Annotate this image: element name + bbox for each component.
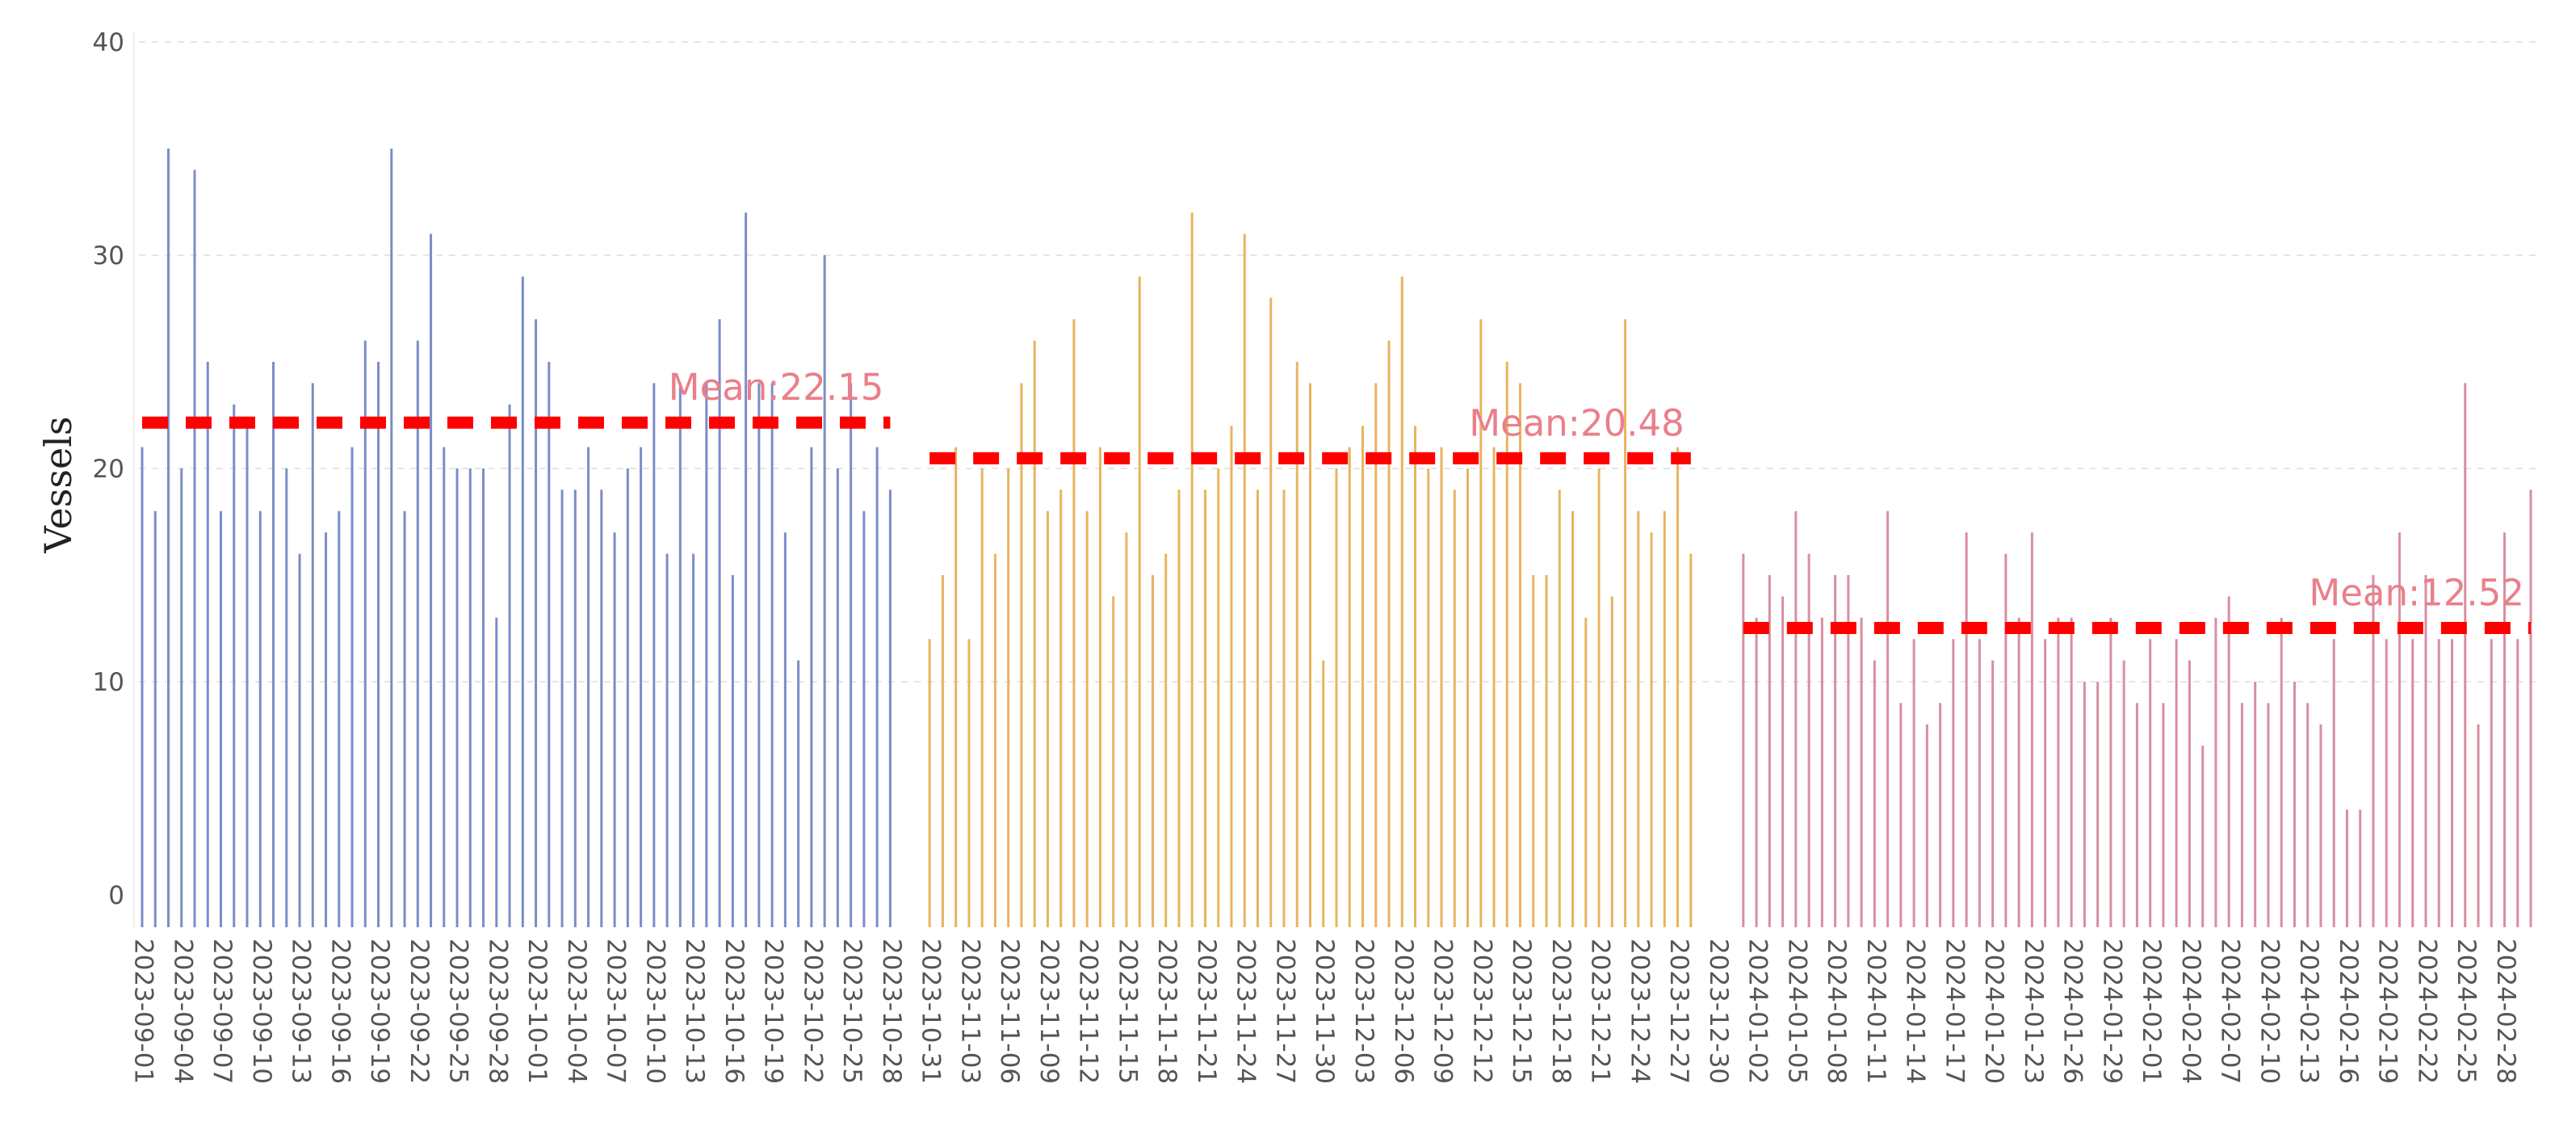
x-tick-label: 2024-02-07	[2216, 939, 2245, 1084]
x-tick-label: 2023-10-10	[640, 939, 669, 1084]
x-tick-label: 2023-09-04	[168, 939, 197, 1084]
x-tick-label: 2024-02-25	[2452, 939, 2481, 1084]
mean-lines: Mean:22.15 Mean:20.48 Mean:12.52	[142, 366, 2531, 634]
x-axis-ticks: 2023-09-01 2023-09-04 2023-09-07 2023-09-10…	[129, 939, 2520, 1084]
x-tick-label: 2023-09-10	[247, 939, 276, 1084]
x-tick-label: 2023-10-04	[562, 939, 591, 1084]
x-tick-label: 2024-01-23	[2019, 939, 2048, 1084]
x-tick-label: 2024-02-01	[2137, 939, 2166, 1084]
x-tick-label: 2023-12-06	[1389, 939, 1418, 1084]
x-tick-label: 2024-01-08	[1822, 939, 1851, 1084]
x-tick-label: 2023-10-25	[837, 939, 866, 1084]
x-tick-label: 2024-02-28	[2491, 939, 2520, 1084]
x-tick-label: 2023-10-07	[602, 939, 631, 1084]
x-tick-label: 2023-12-30	[1704, 939, 1733, 1084]
x-tick-label: 2024-01-14	[1901, 939, 1930, 1084]
y-tick-label: 0	[108, 881, 124, 910]
x-tick-label: 2024-01-29	[2097, 939, 2126, 1084]
y-tick-label: 20	[93, 455, 124, 484]
x-tick-label: 2023-12-24	[1625, 939, 1654, 1084]
x-tick-label: 2023-09-19	[365, 939, 394, 1084]
x-tick-label: 2023-11-03	[955, 939, 984, 1084]
y-tick-label: 40	[93, 28, 124, 57]
x-tick-label: 2024-01-20	[1979, 939, 2008, 1084]
x-tick-label: 2024-02-10	[2255, 939, 2284, 1084]
x-tick-label: 2024-02-19	[2373, 939, 2402, 1084]
x-tick-label: 2023-10-01	[522, 939, 552, 1084]
mean-label: Mean:20.48	[1469, 401, 1684, 444]
x-tick-label: 2023-11-30	[1310, 939, 1339, 1084]
x-tick-label: 2024-01-02	[1743, 939, 1773, 1084]
x-tick-label: 2023-11-18	[1152, 939, 1181, 1084]
mean-label: Mean:22.15	[669, 366, 884, 409]
x-tick-label: 2023-12-15	[1507, 939, 1536, 1084]
x-tick-label: 2023-09-22	[405, 939, 434, 1084]
x-tick-label: 2024-02-16	[2334, 939, 2363, 1084]
x-tick-label: 2023-09-16	[325, 939, 355, 1084]
x-tick-label: 2023-09-07	[208, 939, 237, 1084]
x-tick-label: 2023-12-18	[1546, 939, 1575, 1084]
x-tick-label: 2023-12-03	[1349, 939, 1378, 1084]
y-axis-label: Vessels	[36, 417, 80, 554]
mean-label: Mean:12.52	[2309, 571, 2524, 614]
x-tick-label: 2023-10-13	[680, 939, 709, 1084]
x-tick-label: 2024-01-05	[1782, 939, 1811, 1084]
x-tick-label: 2023-12-21	[1586, 939, 1615, 1084]
x-tick-label: 2023-10-31	[917, 939, 946, 1084]
x-tick-label: 2023-11-21	[1192, 939, 1221, 1084]
x-tick-label: 2023-10-22	[798, 939, 827, 1084]
x-tick-label: 2023-09-01	[129, 939, 158, 1084]
x-tick-label: 2023-10-28	[877, 939, 906, 1084]
x-tick-label: 2023-11-09	[1034, 939, 1064, 1084]
x-tick-label: 2023-10-19	[759, 939, 788, 1084]
x-tick-label: 2023-09-28	[483, 939, 512, 1084]
x-tick-label: 2023-12-12	[1467, 939, 1496, 1084]
x-tick-label: 2023-09-13	[287, 939, 316, 1084]
y-axis-ticks: 0 10 20 30 40	[93, 28, 124, 910]
bars	[141, 149, 2532, 927]
x-tick-label: 2023-11-06	[995, 939, 1024, 1084]
x-tick-label: 2024-01-11	[1861, 939, 1890, 1084]
y-tick-label: 30	[93, 242, 124, 271]
x-tick-label: 2023-11-12	[1074, 939, 1103, 1084]
x-tick-label: 2023-11-27	[1270, 939, 1299, 1084]
x-tick-label: 2024-02-22	[2412, 939, 2441, 1084]
x-tick-label: 2024-02-13	[2294, 939, 2323, 1084]
x-tick-label: 2023-11-15	[1113, 939, 1142, 1084]
x-tick-label: 2023-10-16	[720, 939, 749, 1084]
x-tick-label: 2023-12-27	[1664, 939, 1693, 1084]
x-tick-label: 2023-12-09	[1429, 939, 1458, 1084]
x-tick-label: 2023-09-25	[444, 939, 473, 1084]
x-tick-label: 2024-01-17	[1940, 939, 1969, 1084]
x-tick-label: 2024-01-26	[2058, 939, 2087, 1084]
x-tick-label: 2024-02-04	[2176, 939, 2205, 1084]
grid-lines	[133, 32, 2536, 927]
y-tick-label: 10	[93, 668, 124, 697]
x-tick-label: 2023-11-24	[1231, 939, 1261, 1084]
